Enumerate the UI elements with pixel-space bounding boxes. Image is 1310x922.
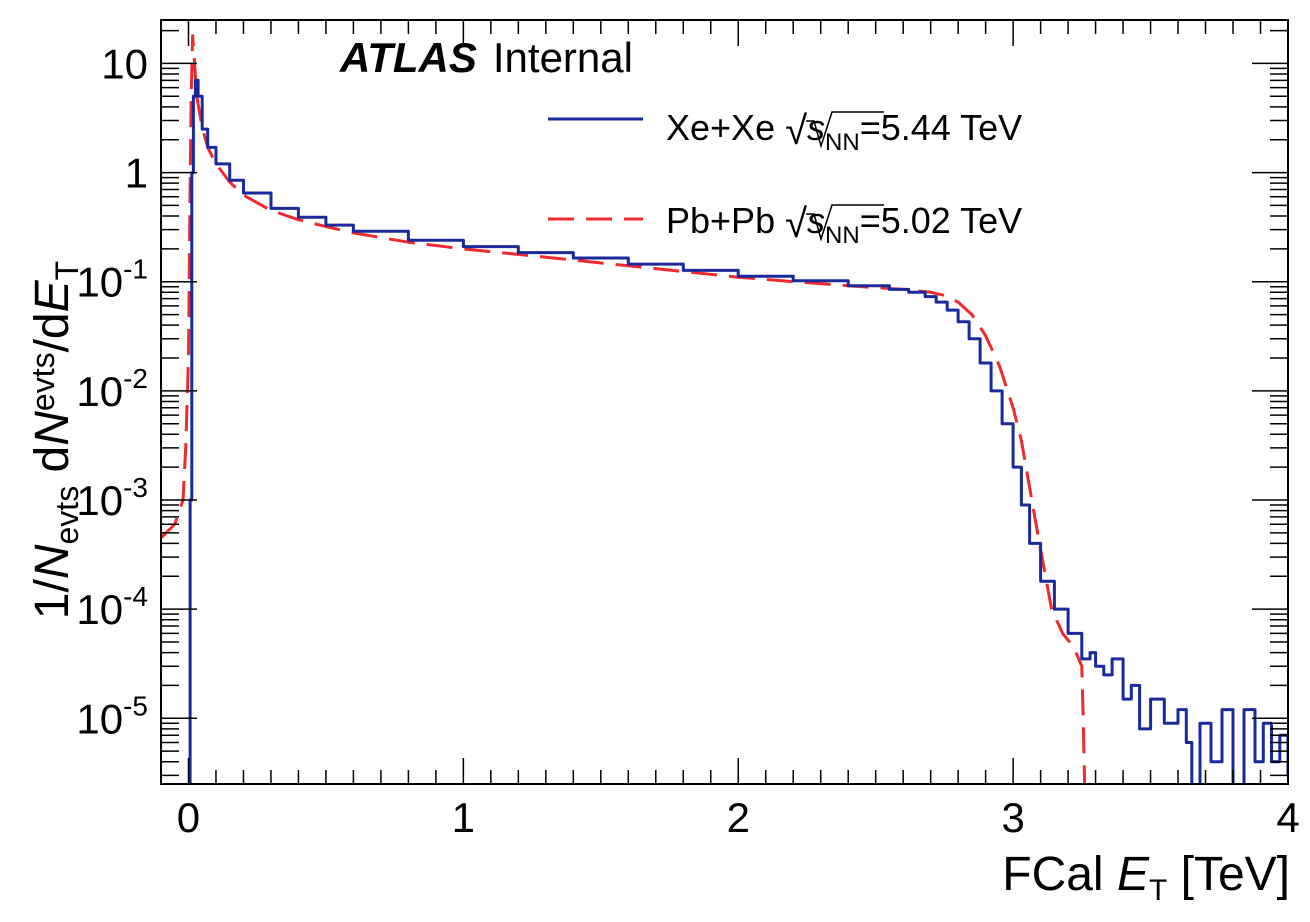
tick-label-layer: 0 1 2 3 4 10 1 10-1 10-2 10-3 10-4 10-5	[76, 40, 1299, 841]
x-tick-label: 3	[1001, 794, 1024, 841]
x-title-unit: [TeV]	[1167, 848, 1290, 901]
legend-sub-pbpb: NN	[825, 222, 860, 249]
sqrt-sign: √	[785, 109, 807, 153]
atlas-label: ATLAS Internal	[339, 34, 633, 81]
series-layer	[161, 34, 1288, 784]
y-tick-label: 10-1	[76, 254, 148, 306]
y-tick-label: 10-4	[76, 581, 148, 633]
sqrt-bar-pbpb	[806, 204, 884, 242]
legend-sub-xexe: NN	[825, 129, 860, 156]
legend-energy-xexe: =5.44 TeV	[860, 107, 1022, 148]
x-tick-label: 0	[177, 794, 200, 841]
x-title-sub: T	[1149, 874, 1167, 907]
y-title-s2: evts	[25, 352, 61, 411]
legend-label-pbpb: Pb+Pb √sNN=5.02 TeV	[666, 200, 1022, 249]
x-tick-label: 2	[727, 794, 750, 841]
y-tick-label: 1	[125, 150, 148, 197]
legend-label-xexe: Xe+Xe √sNN=5.44 TeV	[666, 107, 1022, 156]
legend-system-pbpb: Pb+Pb	[666, 200, 785, 241]
y-tick-label: 10-5	[76, 690, 148, 742]
x-axis-title: FCal ET [TeV]	[1002, 848, 1290, 907]
plot-frame	[160, 19, 1289, 785]
atlas-experiment: ATLAS	[339, 34, 477, 81]
y-title-s3: T	[49, 261, 85, 281]
legend-energy-pbpb: =5.02 TeV	[860, 200, 1022, 241]
y-title-n1: N	[26, 544, 79, 579]
y-tick-label: 10-2	[76, 363, 148, 415]
y-title-n3: E	[26, 279, 79, 312]
x-title-var: E	[1117, 848, 1150, 901]
tick-layer	[160, 20, 1289, 784]
x-tick-label: 4	[1276, 794, 1299, 841]
legend: Xe+Xe √sNN=5.44 TeV Pb+Pb √sNN=5.02 TeV	[548, 107, 1022, 249]
y-tick-label: 10	[101, 40, 148, 87]
series-line-xexe	[188, 78, 1288, 784]
y-tick-label: 10-3	[76, 472, 148, 524]
y-title-p2: d	[26, 446, 79, 486]
sqrt-sign: √	[785, 202, 807, 246]
y-title-p3: /d	[26, 312, 79, 352]
x-tick-label: 1	[452, 794, 475, 841]
y-title-n2: N	[26, 411, 79, 446]
y-title-p1: 1/	[26, 578, 79, 619]
series-line-pbpb	[161, 34, 1087, 784]
sqrt-bar-xexe	[806, 111, 884, 149]
x-title-main: FCal	[1002, 848, 1117, 901]
atlas-status: Internal	[493, 34, 633, 81]
legend-system-xexe: Xe+Xe	[666, 107, 785, 148]
y-title-s1: evts	[49, 486, 85, 545]
y-axis-title: 1/Nevts dNevts/dET	[25, 261, 85, 619]
